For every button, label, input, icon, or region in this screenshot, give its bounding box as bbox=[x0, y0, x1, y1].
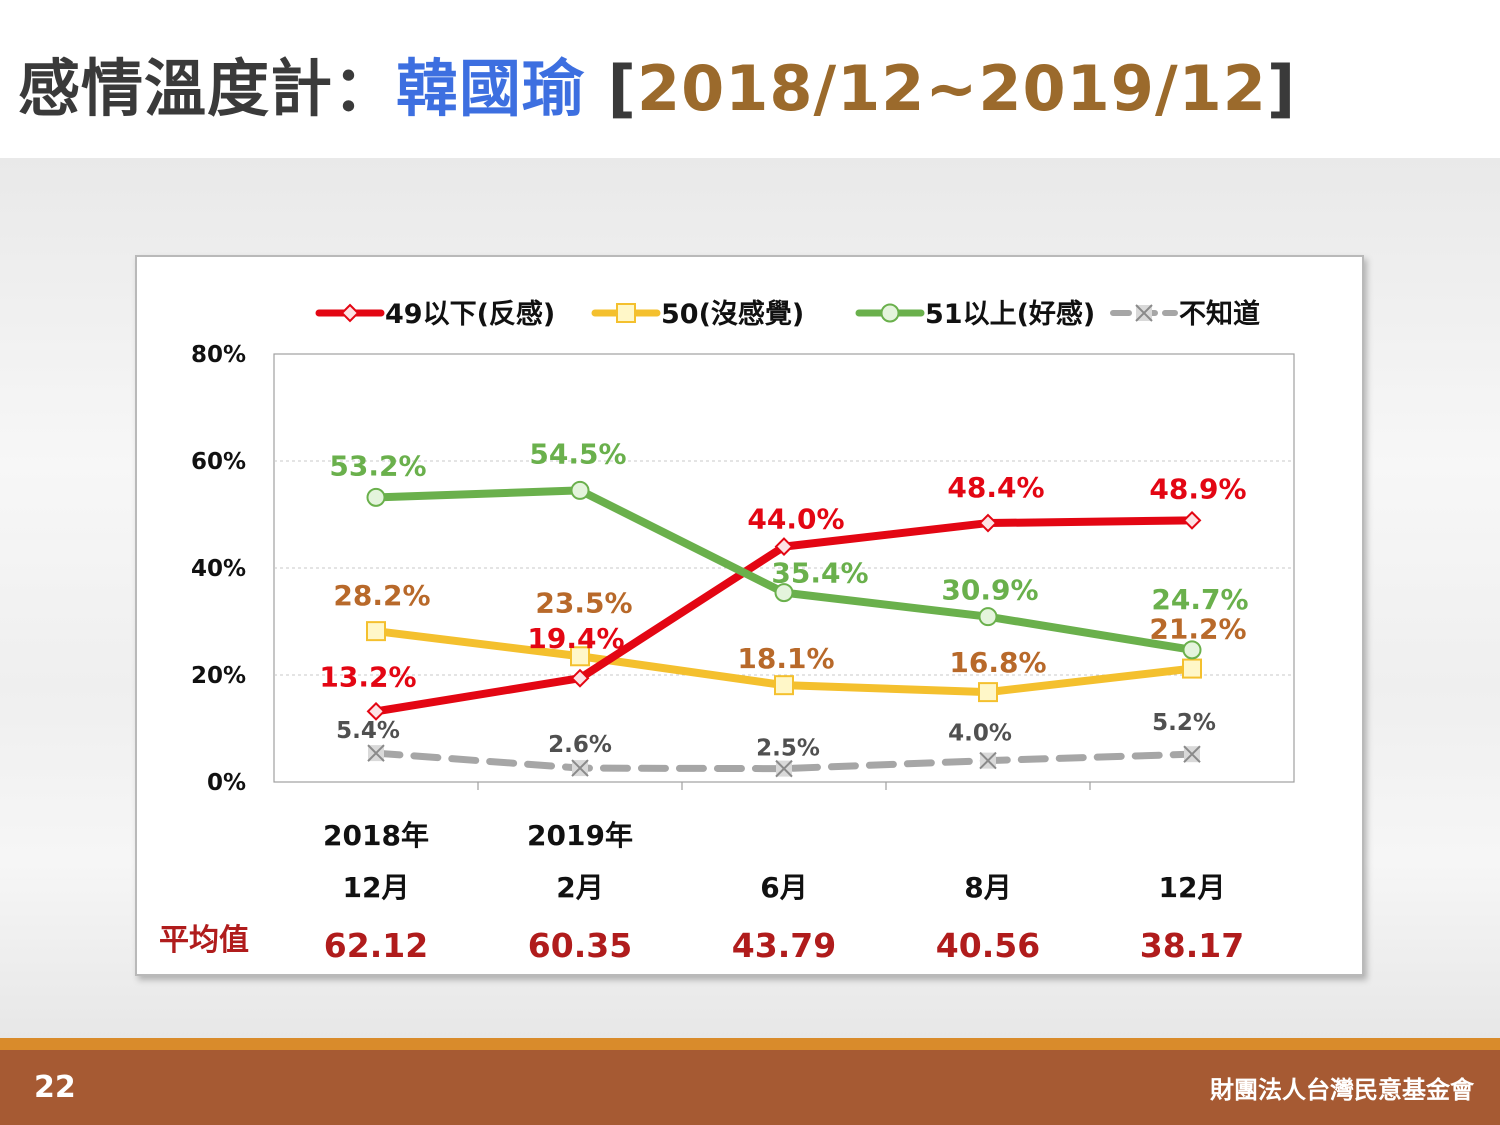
data-label: 44.0% bbox=[747, 503, 844, 536]
data-label: 21.2% bbox=[1149, 613, 1246, 646]
title-bracket-close: ] bbox=[1266, 52, 1297, 125]
data-label: 30.9% bbox=[941, 574, 1038, 607]
series-3-marker bbox=[1182, 640, 1202, 660]
data-label: 48.4% bbox=[947, 471, 1044, 504]
series-3-marker bbox=[774, 583, 794, 603]
data-label: 13.2% bbox=[319, 660, 416, 693]
average-value: 38.17 bbox=[1140, 926, 1244, 965]
series-2-marker bbox=[774, 675, 794, 696]
x-tick-month: 2月 bbox=[556, 871, 603, 904]
x-tick-year: 2018年 bbox=[323, 819, 429, 852]
series-4-marker bbox=[1183, 745, 1201, 763]
footer: 22 財團法人台灣民意基金會 bbox=[0, 1050, 1500, 1125]
data-label: 4.0% bbox=[948, 721, 1012, 747]
data-label: 19.4% bbox=[527, 622, 624, 655]
x-tick-month: 12月 bbox=[343, 871, 410, 904]
data-label: 48.9% bbox=[1149, 472, 1246, 505]
series-3-marker bbox=[366, 487, 386, 507]
series-2-marker bbox=[570, 646, 590, 667]
title-name: 韓國瑜 bbox=[396, 52, 586, 125]
legend-label-1: 49以下(反感) bbox=[385, 298, 555, 330]
footer-stripe bbox=[0, 1038, 1500, 1050]
legend-label-3: 51以上(好感) bbox=[925, 298, 1095, 330]
page-number: 22 bbox=[34, 1070, 76, 1105]
data-label: 5.4% bbox=[336, 718, 400, 744]
legend-label-2: 50(沒感覺) bbox=[661, 298, 804, 330]
x-tick-month: 6月 bbox=[760, 871, 807, 904]
data-label: 28.2% bbox=[333, 579, 430, 612]
x-tick-year: 2019年 bbox=[527, 819, 633, 852]
series-1-marker bbox=[774, 537, 794, 557]
data-label: 24.7% bbox=[1151, 583, 1248, 616]
legend-label-4: 不知道 bbox=[1179, 298, 1260, 330]
series-2-marker bbox=[366, 621, 386, 642]
title-range: 2018/12~2019/12 bbox=[636, 52, 1267, 125]
series-4-marker bbox=[367, 744, 385, 762]
series-2-marker bbox=[978, 682, 998, 703]
average-value: 60.35 bbox=[528, 926, 632, 965]
series-3-marker bbox=[978, 607, 998, 627]
average-value: 43.79 bbox=[732, 926, 836, 965]
data-label: 2.5% bbox=[756, 736, 820, 762]
series-1-marker bbox=[366, 701, 386, 721]
y-tick-label: 20% bbox=[191, 663, 246, 689]
legend-marker-1 bbox=[340, 303, 360, 323]
series-1-marker bbox=[978, 513, 998, 533]
title-bracket-open: [ bbox=[585, 52, 637, 125]
series-4-marker bbox=[979, 751, 997, 770]
average-value: 62.12 bbox=[324, 926, 428, 965]
data-label: 2.6% bbox=[548, 732, 612, 758]
series-line-4 bbox=[372, 749, 1196, 773]
data-label: 23.5% bbox=[535, 586, 632, 619]
organization-name: 財團法人台灣民意基金會 bbox=[1210, 1076, 1474, 1104]
title-bar: 感情溫度計：韓國瑜 [2018/12~2019/12] bbox=[0, 0, 1500, 158]
data-label: 5.2% bbox=[1152, 710, 1216, 736]
data-label: 18.1% bbox=[737, 642, 834, 675]
legend-marker-2 bbox=[616, 303, 636, 323]
legend-marker-3 bbox=[880, 303, 900, 323]
y-tick-label: 60% bbox=[191, 449, 246, 475]
series-4-marker bbox=[775, 759, 793, 778]
page-title: 感情溫度計：韓國瑜 [2018/12~2019/12] bbox=[18, 38, 1296, 128]
series-1-marker bbox=[570, 668, 590, 688]
series-4-marker bbox=[571, 759, 589, 777]
y-tick-label: 40% bbox=[191, 556, 246, 582]
data-label: 16.8% bbox=[949, 646, 1046, 679]
series-1-marker bbox=[1182, 510, 1202, 530]
data-label: 53.2% bbox=[329, 449, 426, 482]
series-2-marker bbox=[1182, 658, 1202, 679]
data-label: 54.5% bbox=[529, 437, 626, 470]
x-tick-month: 12月 bbox=[1159, 871, 1226, 904]
average-value: 40.56 bbox=[936, 926, 1040, 965]
y-tick-label: 80% bbox=[191, 342, 246, 368]
legend-marker-4 bbox=[1135, 304, 1153, 322]
y-tick-label: 0% bbox=[207, 770, 246, 796]
average-label: 平均值 bbox=[159, 923, 249, 958]
x-tick-month: 8月 bbox=[964, 871, 1011, 904]
title-prefix: 感情溫度計： bbox=[18, 52, 397, 125]
series-3-marker bbox=[570, 480, 590, 500]
data-label: 35.4% bbox=[771, 557, 868, 590]
chart-frame: 0% 20% 40% 60% 80% 2018年 12月 2019年 2月 6月 8月 12月平均值 6… bbox=[135, 255, 1364, 976]
